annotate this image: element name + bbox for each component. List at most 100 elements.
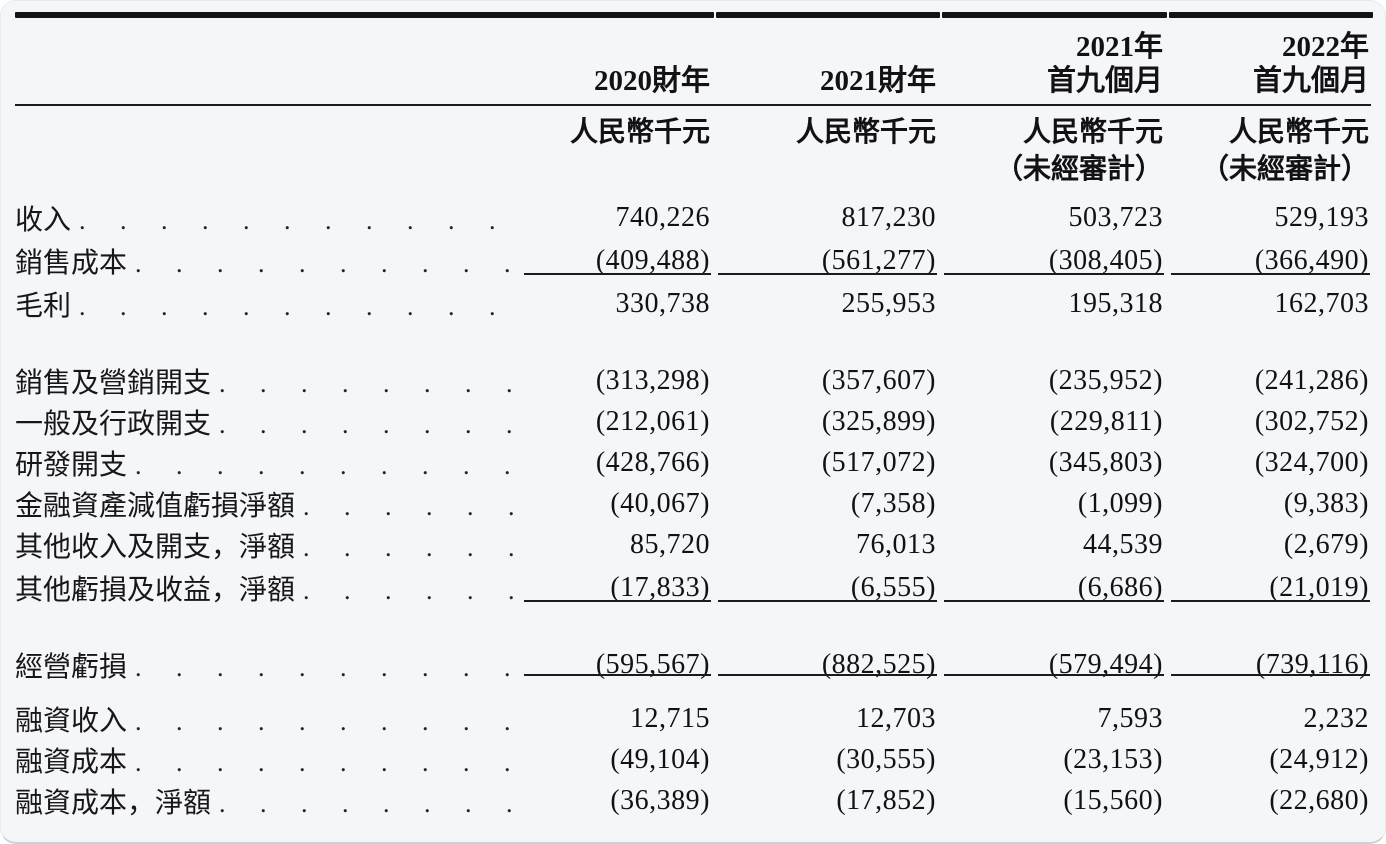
value-cell: (40,067) xyxy=(610,487,710,519)
value-cell: (1,099) xyxy=(1077,487,1163,519)
value-cell: (36,389) xyxy=(610,784,710,816)
value-cell: (17,852) xyxy=(836,784,936,816)
unit-header: 人民幣千元 xyxy=(522,114,714,151)
leader-dots: . . . . . . . . . . . . . . . . . . . . … xyxy=(219,409,520,439)
leader-dots: . . . . . . . . . . . . . . . . . . . . … xyxy=(135,450,520,480)
table-row: 融資成本. . . . . . . . . . . . . . . . . . … xyxy=(15,739,1371,780)
value-cell: 85,720 xyxy=(630,528,710,560)
row-label: 毛利 xyxy=(15,290,72,322)
value-cell: 330,738 xyxy=(615,287,710,319)
row-label-cell: 銷售及營銷開支. . . . . . . . . . . . . . . . .… xyxy=(15,361,520,401)
leader-dots: . . . . . . . . . . . . . . . . . . . . … xyxy=(135,248,520,278)
row-label: 經營虧損 xyxy=(15,652,128,683)
value-cell: (739,116) xyxy=(1169,649,1373,681)
unit-header: 人民幣千元 （未經審計） xyxy=(942,114,1167,188)
value-cell: (22,680) xyxy=(1269,784,1369,816)
row-label: 其他收入及開支，淨額 xyxy=(15,531,296,563)
value-cell: (235,952) xyxy=(1048,364,1163,396)
table-row: 研發開支. . . . . . . . . . . . . . . . . . … xyxy=(15,442,1371,483)
row-label-cell: 一般及行政開支. . . . . . . . . . . . . . . . .… xyxy=(15,402,520,442)
unaudited-label: （未經審計） xyxy=(1200,154,1369,185)
value-cell: (313,298) xyxy=(595,364,710,396)
value-cell: (302,752) xyxy=(1254,405,1369,437)
value-cell: 255,953 xyxy=(841,287,936,319)
value-cell: (345,803) xyxy=(1048,446,1163,478)
value-cell: (561,277) xyxy=(716,245,940,277)
currency-unit-label: 人民幣千元 xyxy=(795,117,936,148)
table-row: 經營虧損. . . . . . . . . . . . . . . . . . … xyxy=(15,638,1371,692)
unit-header: 人民幣千元 xyxy=(716,114,940,151)
value-cell: 162,703 xyxy=(1274,287,1369,319)
value-cell: (428,766) xyxy=(595,446,710,478)
leader-dots: . . . . . . . . . . . . . . . . . . . . … xyxy=(303,532,520,562)
value-cell: 7,593 xyxy=(1097,702,1163,734)
leader-dots: . . . . . . . . . . . . . . . . . . . . … xyxy=(79,205,520,235)
leader-dots: . . . . . . . . . . . . . . . . . . . . … xyxy=(135,747,520,777)
value-cell: (9,383) xyxy=(1283,487,1369,519)
leader-dots: . . . . . . . . . . . . . . . . . . . . … xyxy=(303,491,520,521)
row-label-cell: 毛利. . . . . . . . . . . . . . . . . . . … xyxy=(15,284,520,324)
year-header: 2021財年 xyxy=(716,64,940,104)
value-cell: (308,405) xyxy=(942,245,1167,277)
value-cell: (2,679) xyxy=(1283,528,1369,560)
row-label: 收入 xyxy=(15,204,72,236)
row-label: 融資成本，淨額 xyxy=(15,787,212,819)
year-header-line: 2022年 xyxy=(1281,31,1369,63)
value-cell: 195,318 xyxy=(1068,287,1163,319)
currency-unit-label: 人民幣千元 xyxy=(1022,117,1163,148)
top-rule-segment xyxy=(15,12,714,18)
year-header-line: 首九個月 xyxy=(1046,65,1163,97)
top-rule-segment xyxy=(1169,12,1373,18)
unit-header-row: 人民幣千元 人民幣千元 人民幣千元 （未經審計） 人民幣千元 （未經審計） xyxy=(15,106,1371,197)
value-cell: (324,700) xyxy=(1254,446,1369,478)
value-cell: (23,153) xyxy=(1063,743,1163,775)
row-label-cell: 融資成本. . . . . . . . . . . . . . . . . . … xyxy=(15,740,520,780)
row-label: 銷售及營銷開支 xyxy=(15,367,212,399)
row-label-cell: 融資收入. . . . . . . . . . . . . . . . . . … xyxy=(15,699,520,739)
value-cell: 817,230 xyxy=(841,201,936,233)
value-cell: (6,555) xyxy=(716,572,940,604)
year-header-line: 2021年 xyxy=(1075,31,1163,63)
year-header: 2022年 首九個月 xyxy=(1169,30,1373,104)
leader-dots: . . . . . . . . . . . . . . . . . . . . … xyxy=(303,575,520,605)
value-cell: (21,019) xyxy=(1169,572,1373,604)
table-row: 銷售成本. . . . . . . . . . . . . . . . . . … xyxy=(15,238,1371,283)
row-spacer xyxy=(15,610,1371,638)
value-cell: (49,104) xyxy=(610,743,710,775)
table-row: 銷售及營銷開支. . . . . . . . . . . . . . . . .… xyxy=(15,360,1371,401)
value-cell: (17,833) xyxy=(522,572,714,604)
value-cell: (579,494) xyxy=(942,649,1167,681)
value-cell: (7,358) xyxy=(850,487,936,519)
row-label: 融資成本 xyxy=(15,746,128,778)
value-cell: 44,539 xyxy=(1083,528,1163,560)
table-row: 融資收入. . . . . . . . . . . . . . . . . . … xyxy=(15,698,1371,739)
row-label: 融資收入 xyxy=(15,705,128,737)
top-rule-segment xyxy=(942,12,1167,18)
value-cell: (409,488) xyxy=(522,245,714,277)
value-cell: (212,061) xyxy=(595,405,710,437)
row-label-cell: 收入. . . . . . . . . . . . . . . . . . . … xyxy=(15,198,520,238)
value-cell: (595,567) xyxy=(522,649,714,681)
year-header-line: 首九個月 xyxy=(1252,65,1369,97)
value-cell: 503,723 xyxy=(1068,201,1163,233)
row-label-cell: 其他虧損及收益，淨額. . . . . . . . . . . . . . . … xyxy=(15,568,520,608)
table-row: 融資成本，淨額. . . . . . . . . . . . . . . . .… xyxy=(15,780,1371,821)
row-spacer xyxy=(15,324,1371,360)
row-label: 一般及行政開支 xyxy=(15,408,212,440)
value-cell: (24,912) xyxy=(1269,743,1369,775)
year-header: 2020財年 xyxy=(522,64,714,104)
value-cell: (517,072) xyxy=(821,446,936,478)
row-label-cell: 銷售成本. . . . . . . . . . . . . . . . . . … xyxy=(15,241,520,281)
value-cell: (882,525) xyxy=(716,649,940,681)
value-cell: (366,490) xyxy=(1169,245,1373,277)
row-label-cell: 金融資產減值虧損淨額. . . . . . . . . . . . . . . … xyxy=(15,484,520,524)
value-cell: (30,555) xyxy=(836,743,936,775)
value-cell: 740,226 xyxy=(615,201,710,233)
header-rule xyxy=(15,104,1371,106)
value-cell: 529,193 xyxy=(1274,201,1369,233)
value-cell: (15,560) xyxy=(1063,784,1163,816)
year-header-line: 2021財年 xyxy=(819,65,936,97)
row-label: 金融資產減值虧損淨額 xyxy=(15,490,296,522)
value-cell: 76,013 xyxy=(856,528,936,560)
